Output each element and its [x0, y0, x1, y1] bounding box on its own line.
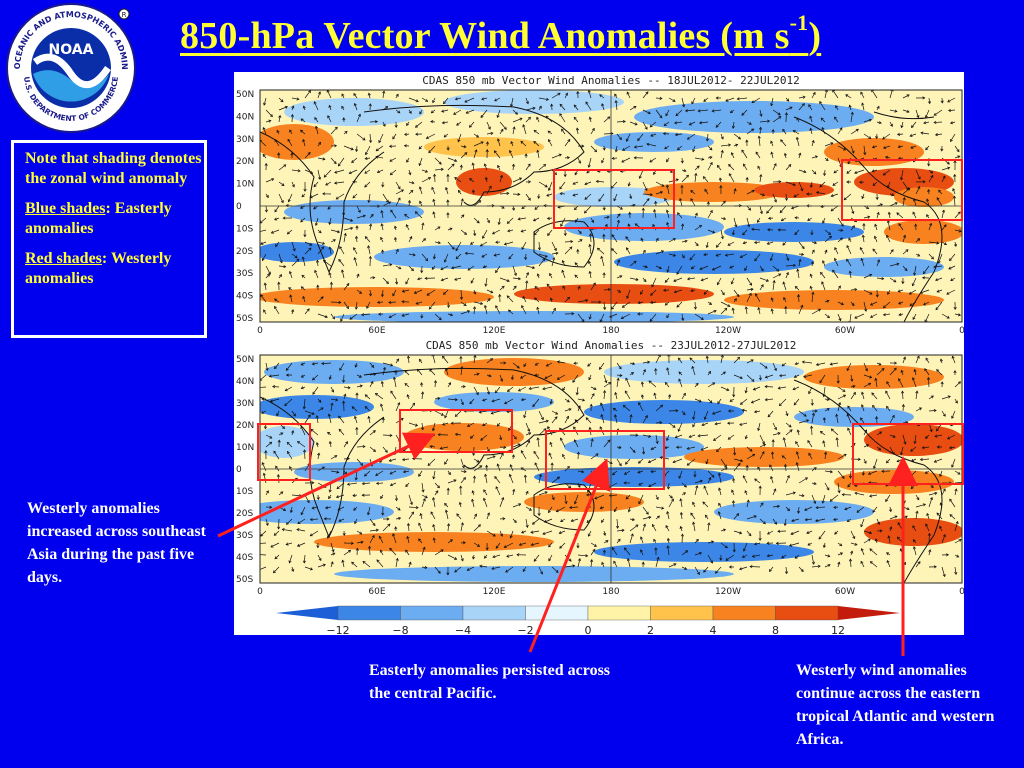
- wind-anomaly-maps: CDAS 850 mb Vector Wind Anomalies -- 18J…: [234, 72, 964, 635]
- colorbar-tick-label: −4: [455, 624, 471, 635]
- title-main: 850-hPa Vector Wind Anomalies (m s: [180, 15, 790, 57]
- svg-text:R: R: [122, 11, 127, 19]
- lon-label: 60W: [835, 326, 855, 336]
- colorbar-tick-label: 8: [772, 624, 779, 635]
- lat-label: 50N: [236, 90, 254, 100]
- map-title-2: CDAS 850 mb Vector Wind Anomalies -- 23J…: [426, 339, 797, 352]
- red-shades-text: : Westerly anomalies: [25, 250, 172, 287]
- lon-labels-1: 0 60E 120E 180 120W 60W 0: [257, 326, 964, 336]
- colorbar-segment: [712, 605, 776, 621]
- lat-label: 20S: [236, 509, 253, 519]
- lat-label: 30S: [236, 269, 253, 279]
- blue-shades-label: Blue shades: [25, 200, 106, 217]
- colorbar-tick-label: −2: [517, 624, 533, 635]
- lat-label: 50S: [236, 314, 253, 324]
- lat-label: 40S: [236, 553, 253, 563]
- lon-label: 120W: [715, 326, 741, 336]
- lat-label: 20N: [236, 421, 254, 431]
- colorbar-segment: [650, 605, 714, 621]
- title-close: ): [808, 15, 822, 57]
- map-title-1: CDAS 850 mb Vector Wind Anomalies -- 18J…: [422, 74, 800, 87]
- lat-label: 40N: [236, 377, 254, 387]
- lat-label: 0: [236, 202, 242, 212]
- logo-center-text: NOAA: [49, 42, 94, 58]
- note-red: Red shades: Westerly anomalies: [25, 249, 205, 289]
- lon-label: 120W: [715, 587, 741, 597]
- red-shades-label: Red shades: [25, 250, 102, 267]
- slide-title: 850-hPa Vector Wind Anomalies (m s-1): [180, 10, 822, 58]
- colorbar-segment: [462, 605, 526, 621]
- map-panel-2: CDAS 850 mb Vector Wind Anomalies -- 23J…: [236, 339, 964, 597]
- lon-label: 0: [257, 326, 263, 336]
- lat-label: 10S: [236, 224, 253, 234]
- shading-note-box: Note that shading denotes the zonal wind…: [10, 139, 208, 339]
- lat-label: 10N: [236, 180, 254, 190]
- lat-label: 20N: [236, 157, 254, 167]
- colorbar-tick-label: −8: [392, 624, 408, 635]
- colorbar-tick-label: 0: [585, 624, 592, 635]
- lon-label: 120E: [483, 326, 506, 336]
- coastlines-1: [260, 104, 943, 322]
- lat-label: 30N: [236, 399, 254, 409]
- map-panel-1: CDAS 850 mb Vector Wind Anomalies -- 18J…: [236, 74, 964, 336]
- lat-label: 20S: [236, 247, 253, 257]
- lat-label: 30N: [236, 135, 254, 145]
- lon-label: 0: [959, 587, 964, 597]
- title-superscript: -1: [789, 10, 809, 35]
- lat-label: 40S: [236, 292, 253, 302]
- colorbar-tick-label: 12: [831, 624, 845, 635]
- colorbar-segment: [587, 605, 651, 621]
- lon-label: 120E: [483, 587, 506, 597]
- lon-label: 60E: [368, 326, 385, 336]
- colorbar: −12 −8 −4 −2 0 2 4 8 12: [276, 605, 900, 635]
- lat-label: 10S: [236, 487, 253, 497]
- colorbar-segment: [838, 606, 900, 620]
- lon-labels-2: 0 60E 120E 180 120W 60W 0: [257, 587, 964, 597]
- colorbar-segment: [337, 605, 401, 621]
- caption-central-pacific: Easterly anomalies persisted across the …: [369, 662, 611, 702]
- colorbar-segment: [525, 605, 589, 621]
- reference-lines-1: [260, 90, 962, 322]
- lat-label: 0: [236, 465, 242, 475]
- blue-shades-text: : Easterly anomalies: [25, 200, 172, 237]
- lon-label: 180: [602, 587, 619, 597]
- highlight-box-southeast-asia-2: [399, 409, 513, 453]
- colorbar-tick-label: 2: [647, 624, 654, 635]
- colorbar-segment: [276, 606, 338, 620]
- colorbar-tick-label: −12: [326, 624, 349, 635]
- colorbar-segment: [775, 605, 839, 621]
- lat-label: 40N: [236, 112, 254, 122]
- lon-label: 0: [959, 326, 964, 336]
- note-blue: Blue shades: Easterly anomalies: [25, 199, 205, 239]
- lat-label: 50N: [236, 355, 254, 365]
- lon-label: 60W: [835, 587, 855, 597]
- highlight-box-atlantic-1: [841, 159, 963, 221]
- caption-southeast-asia: Westerly anomalies increased across sout…: [27, 500, 206, 586]
- lat-label: 10N: [236, 443, 254, 453]
- colorbar-tick-label: 4: [710, 624, 717, 635]
- lon-label: 60E: [368, 587, 385, 597]
- lon-label: 180: [602, 326, 619, 336]
- highlight-box-central-pacific-1: [553, 169, 675, 229]
- lon-label: 0: [257, 587, 263, 597]
- map-figure: CDAS 850 mb Vector Wind Anomalies -- 18J…: [236, 74, 964, 635]
- colorbar-segment: [400, 605, 464, 621]
- wind-vectors-1: [260, 90, 962, 322]
- lat-label: 50S: [236, 575, 253, 585]
- noaa-logo: NATIONAL OCEANIC AND ATMOSPHERIC ADMINIS…: [2, 2, 136, 133]
- lat-label: 30S: [236, 531, 253, 541]
- note-intro: Note that shading denotes the zonal wind…: [25, 150, 202, 187]
- lat-labels-1: 50N 40N 30N 20N 10N 0 10S 20S 30S 40S 50S: [236, 90, 254, 324]
- caption-atlantic: Westerly wind anomalies continue across …: [796, 662, 995, 748]
- lat-labels-2: 50N 40N 30N 20N 10N 0 10S 20S 30S 40S 50S: [236, 355, 254, 585]
